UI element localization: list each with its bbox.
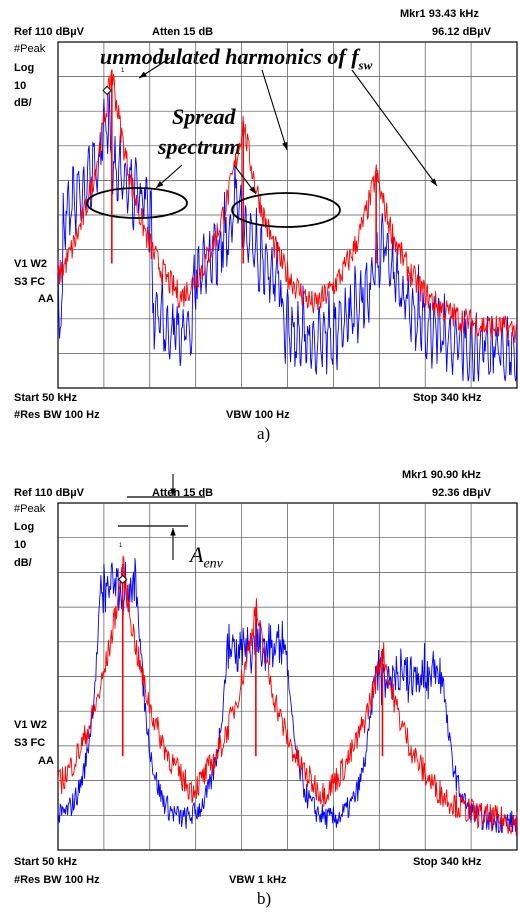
scale-label-b: Log <box>14 521 35 533</box>
arrow-harmonic-1-head <box>139 71 147 78</box>
atten-label-b: Atten 15 dB <box>152 487 214 499</box>
marker-number-b: 1 <box>119 543 123 549</box>
v1-label-a: V1 W2 <box>14 258 48 270</box>
scale-unit-b: dB/ <box>14 557 32 569</box>
spread-trace-1 <box>57 558 518 834</box>
start-label-a: Start 50 kHz <box>14 392 77 404</box>
atten-label-a: Atten 15 dB <box>152 26 214 38</box>
ellipse-spread-2 <box>231 192 341 228</box>
env-annotation: Aenv <box>190 542 223 572</box>
arrow-spread-1-head <box>156 180 164 188</box>
aa-label-b: AA <box>38 755 54 767</box>
env-text: A <box>190 542 204 567</box>
arrow-harmonic-3-head <box>430 178 437 186</box>
aa-label-a: AA <box>38 293 54 305</box>
mkr-label-b: Mkr1 90.90 kHz <box>402 469 481 481</box>
vbw-label-b: VBW 1 kHz <box>229 874 287 886</box>
env-arrow-down-head <box>170 488 176 496</box>
harmonics-annotation: unmodulated harmonics of fsw <box>100 44 372 73</box>
s3-label-a: S3 FC <box>14 276 46 288</box>
v1-label-b: V1 W2 <box>14 719 48 731</box>
detector-label-a: #Peak <box>14 43 46 55</box>
harmonics-text: unmodulated harmonics of f <box>100 44 359 69</box>
env-subscript: env <box>203 556 223 572</box>
unmodulated-trace-1 <box>57 555 518 836</box>
mkr-label-a: Mkr1 93.43 kHz <box>400 8 479 20</box>
scale-value-b: 10 <box>14 539 27 551</box>
spread-line1: Spread <box>172 104 236 129</box>
mkr-value-a: 96.12 dBµV <box>432 26 491 38</box>
start-label-b: Start 50 kHz <box>14 856 77 868</box>
stop-label-b: Stop 340 kHz <box>413 856 482 868</box>
spread-line2: spectrum <box>158 134 242 159</box>
ref-label-a: Ref 110 dBµV <box>14 26 84 38</box>
marker-diamond-0 <box>102 85 112 96</box>
rbw-label-a: #Res BW 100 Hz <box>14 409 100 421</box>
marker-number-a: 1 <box>121 68 125 74</box>
s3-label-b: S3 FC <box>14 737 46 749</box>
caption-b: b) <box>257 889 272 908</box>
arrow-harmonic-3 <box>351 69 438 187</box>
ref-label-b: Ref 110 dBµV <box>14 487 84 499</box>
caption-a: a) <box>257 424 271 443</box>
stop-label-a: Stop 340 kHz <box>413 392 482 404</box>
spread-trace-0 <box>57 88 518 382</box>
marker-diamond-1 <box>118 574 128 585</box>
vbw-label-a: VBW 100 Hz <box>226 409 290 421</box>
arrow-harmonic-2 <box>261 69 288 151</box>
arrow-spread-2-head <box>249 186 256 194</box>
unmodulated-trace-0 <box>57 71 518 343</box>
scale-label-a: Log <box>14 62 35 74</box>
scale-unit-a: dB/ <box>14 97 32 109</box>
scale-value-a: 10 <box>14 80 27 92</box>
harmonics-subscript: sw <box>358 57 373 73</box>
ellipse-spread-1 <box>86 187 188 219</box>
mkr-value-b: 92.36 dBµV <box>432 487 491 499</box>
detector-label-b: #Peak <box>14 503 46 515</box>
arrow-harmonic-2-head <box>282 142 288 150</box>
env-arrow-up-head <box>170 528 176 536</box>
rbw-label-b: #Res BW 100 Hz <box>14 874 100 886</box>
